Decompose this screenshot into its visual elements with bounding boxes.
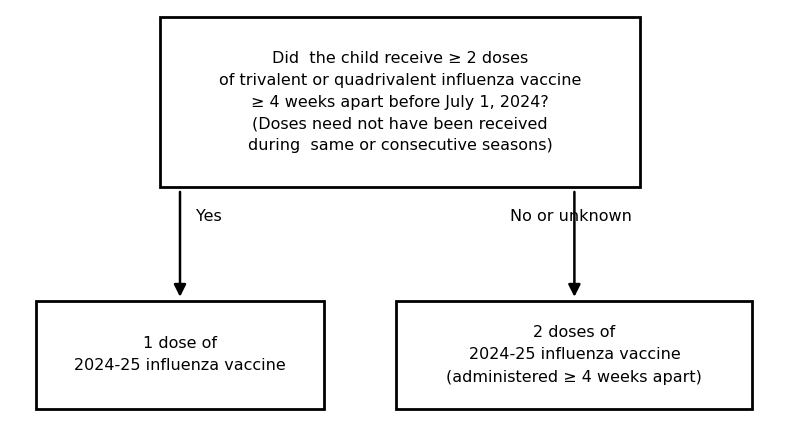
FancyBboxPatch shape [160, 17, 640, 187]
Text: Yes: Yes [196, 209, 222, 224]
FancyBboxPatch shape [397, 301, 752, 409]
Text: No or unknown: No or unknown [510, 209, 632, 224]
Text: Did  the child receive ≥ 2 doses
of trivalent or quadrivalent influenza vaccine
: Did the child receive ≥ 2 doses of triva… [219, 51, 581, 153]
Text: 1 dose of
2024-25 influenza vaccine: 1 dose of 2024-25 influenza vaccine [74, 336, 286, 374]
Text: 2 doses of
2024-25 influenza vaccine
(administered ≥ 4 weeks apart): 2 doses of 2024-25 influenza vaccine (ad… [446, 325, 702, 385]
FancyBboxPatch shape [36, 301, 324, 409]
